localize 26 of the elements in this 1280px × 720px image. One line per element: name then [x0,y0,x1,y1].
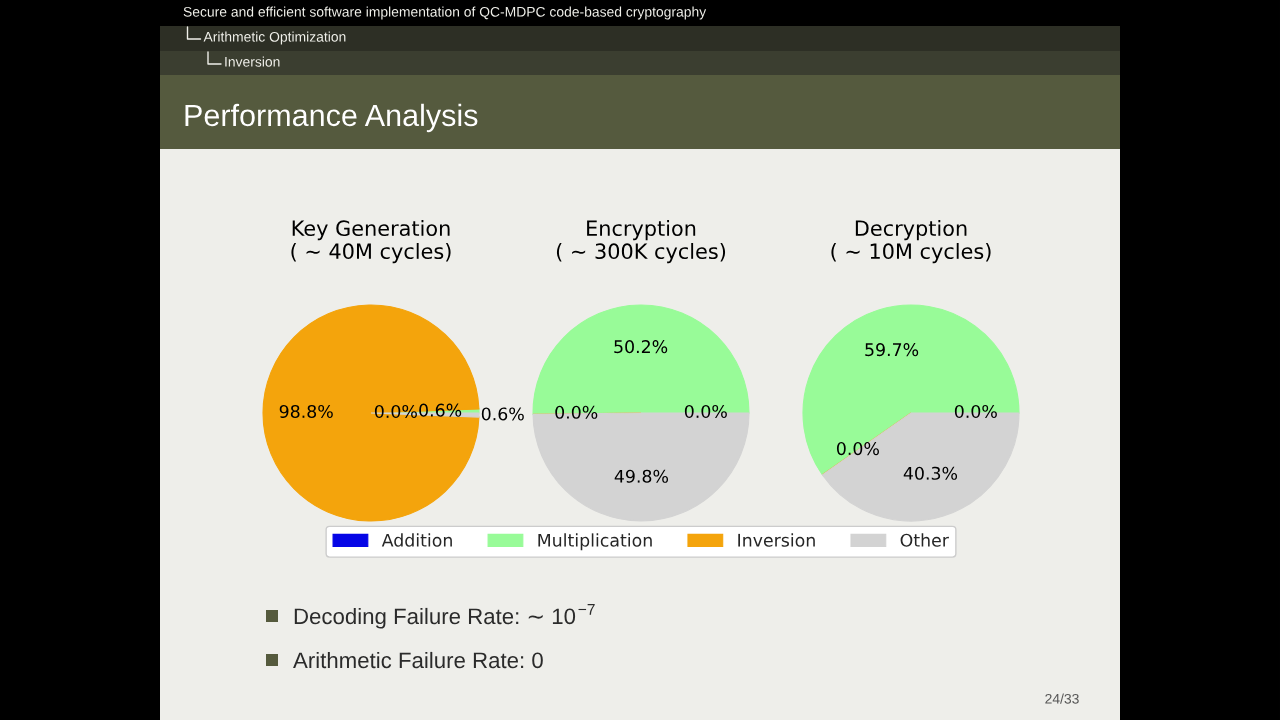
data-label: 59.7% [865,343,919,357]
chart-title: Decryption [855,219,967,241]
chart-subtitle: ( ∼ 300K cycles) [556,242,726,264]
legend-label: Other [900,533,949,547]
data-label: 49.8% [614,469,669,483]
text: 0.0% [954,404,997,419]
legend-label: Addition [381,533,452,547]
text: Secure and efficient software implementation of QC-MDPC code-based cryptography [183,6,707,20]
chart-subtitle: ( ∼ 40M cycles) [291,242,451,264]
chart-title: Encryption [587,219,696,241]
text: 24/33 [1045,693,1079,704]
text: Inversion [225,56,280,67]
legend-label: Multiplication [538,533,652,551]
text: 0.0% [836,442,879,456]
text: Arithmetic Optimization [203,31,346,45]
text: Arithmetic Failure Rate: 0 [293,651,543,669]
text: 0.0% [684,404,727,419]
legend-label: Inversion [738,533,815,547]
data-label: 40.3% [903,466,958,480]
data-label: 0.6% [481,407,524,421]
data-label: 50.2% [614,340,668,354]
chart-title: Key Generation [292,219,450,241]
data-label: 98.8% [279,404,333,419]
text: 0.0% [555,405,598,419]
chart-subtitle: ( ∼ 10M cycles) [831,242,991,264]
text: Performance Analysis [185,103,478,133]
